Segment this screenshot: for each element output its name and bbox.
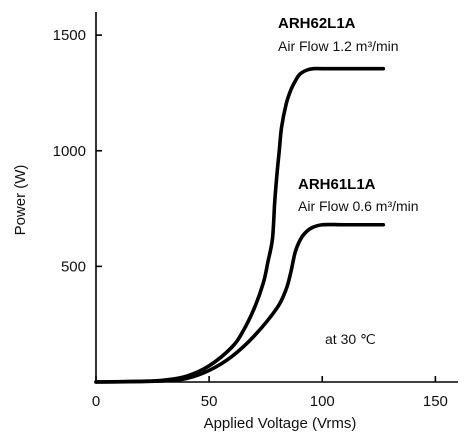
series-airflow-arh62l1a: Air Flow 1.2 m³/min (278, 38, 399, 54)
series-airflow-arh61l1a: Air Flow 0.6 m³/min (298, 198, 419, 214)
series-line-arh61l1a (94, 222, 386, 384)
condition-annotation: at 30 ℃ (325, 331, 376, 347)
x-tick-label: 0 (92, 393, 100, 410)
curves (94, 66, 386, 384)
x-axis-title: Applied Voltage (Vrms) (204, 415, 357, 432)
series-line-arh62l1a (94, 66, 386, 384)
y-tick-label: 1500 (53, 27, 86, 44)
y-axis-title: Power (W) (12, 165, 29, 236)
series-label-arh62l1a: ARH62L1A (278, 15, 356, 32)
y-tick-label: 500 (61, 258, 86, 275)
x-tick-label: 50 (201, 393, 218, 410)
axes: 0 50 100 150 500 1000 1500 (53, 12, 458, 410)
x-tick-label: 100 (310, 393, 335, 410)
y-tick-label: 1000 (53, 143, 86, 160)
x-tick-label: 150 (423, 393, 448, 410)
series-label-arh61l1a: ARH61L1A (298, 176, 376, 193)
